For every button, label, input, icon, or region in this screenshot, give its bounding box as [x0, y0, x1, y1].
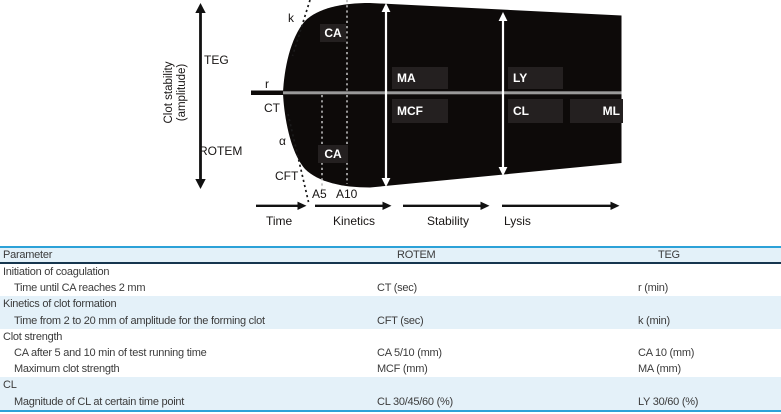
row-teg-value: CA 10 (mm) [638, 347, 695, 360]
row-parameter: Magnitude of CL at certain time point [14, 395, 185, 408]
a5-label: A5 [312, 187, 327, 201]
table-header-parameter: Parameter [3, 249, 53, 261]
table-row: Maximum clot strength MCF (mm) MA (mm) [0, 361, 781, 377]
clot-shape [283, 3, 622, 188]
table-row: Magnitude of CL at certain time point CL… [0, 393, 781, 410]
row-parameter: CA after 5 and 10 min of test running ti… [14, 347, 207, 360]
phase-arrows [256, 201, 620, 210]
row-teg-value: k (min) [638, 314, 670, 327]
table-header-row: Parameter ROTEM TEG [0, 246, 781, 264]
phase-label-kinetics: Kinetics [333, 214, 376, 228]
table-row: CL [0, 377, 781, 394]
row-parameter: Clot strength [3, 330, 63, 343]
row-parameter: Kinetics of clot formation [3, 298, 117, 311]
row-parameter: Maximum clot strength [14, 363, 120, 376]
row-teg-value: LY 30/60 (%) [638, 395, 699, 408]
table-row: CA after 5 and 10 min of test running ti… [0, 345, 781, 361]
row-rotem-value: CL 30/45/60 (%) [377, 395, 453, 408]
table-row: Clot strength [0, 329, 781, 345]
y-axis-label-line2: (amplitude) [175, 63, 188, 122]
table-row: Time from 2 to 20 mm of amplitude for th… [0, 312, 781, 329]
row-rotem-value: CA 5/10 (mm) [377, 347, 442, 360]
y-axis-label-line1: Clot stability [163, 61, 175, 124]
row-rotem-value: CT (sec) [377, 282, 417, 295]
phase-label-stability: Stability [427, 214, 470, 228]
rotem-half-label: ROTEM [199, 144, 243, 158]
alpha-label: α [279, 134, 286, 148]
ly-box: LY [508, 67, 563, 89]
ml-box: ML [570, 99, 623, 123]
diagram-graphics [195, 0, 622, 210]
amplitude-axis-arrow [195, 3, 206, 189]
k-label: k [288, 11, 294, 25]
phase-label-time: Time [266, 214, 293, 228]
table-row: Initiation of coagulation [0, 264, 781, 280]
mcf-box: MCF [392, 99, 448, 123]
lag-line [251, 90, 284, 95]
table-bottom-border [0, 409, 781, 412]
cft-label: CFT [275, 169, 299, 183]
ct-label: CT [264, 101, 280, 115]
ma-box: MA [392, 67, 448, 89]
max-amplitude-arrow [381, 3, 391, 187]
teg-half-label: TEG [204, 53, 229, 67]
table-row: Time until CA reaches 2 mm CT (sec) r (m… [0, 280, 781, 296]
row-parameter: Time until CA reaches 2 mm [14, 282, 146, 295]
a10-label: A10 [336, 187, 358, 201]
ca-teg-box: CA [320, 24, 346, 42]
row-rotem-value: MCF (mm) [377, 363, 428, 376]
table-header-rotem: ROTEM [397, 249, 436, 261]
row-teg-value: r (min) [638, 282, 669, 295]
row-teg-value: MA (mm) [638, 363, 681, 376]
row-rotem-value: CFT (sec) [377, 314, 424, 327]
r-label: r [265, 77, 269, 91]
ca-rotem-box: CA [318, 145, 348, 163]
phase-label-lysis: Lysis [504, 214, 531, 228]
table-header-teg: TEG [658, 249, 680, 261]
clot-amplitude-diagram: Clot stability (amplitude) TEG ROTEM k r… [163, 0, 623, 228]
row-parameter: CL [3, 379, 17, 392]
y-axis-label: Clot stability (amplitude) [163, 47, 188, 138]
cl-box: CL [508, 99, 563, 123]
lysis-amplitude-arrow [498, 12, 508, 176]
row-parameter: Time from 2 to 20 mm of amplitude for th… [14, 314, 265, 327]
table-row: Kinetics of clot formation [0, 296, 781, 313]
parameter-table: Parameter ROTEM TEG Initiation of coagul… [0, 246, 781, 412]
center-line [283, 91, 622, 95]
row-parameter: Initiation of coagulation [3, 266, 110, 279]
k-angle-dotted-line [291, 0, 311, 57]
